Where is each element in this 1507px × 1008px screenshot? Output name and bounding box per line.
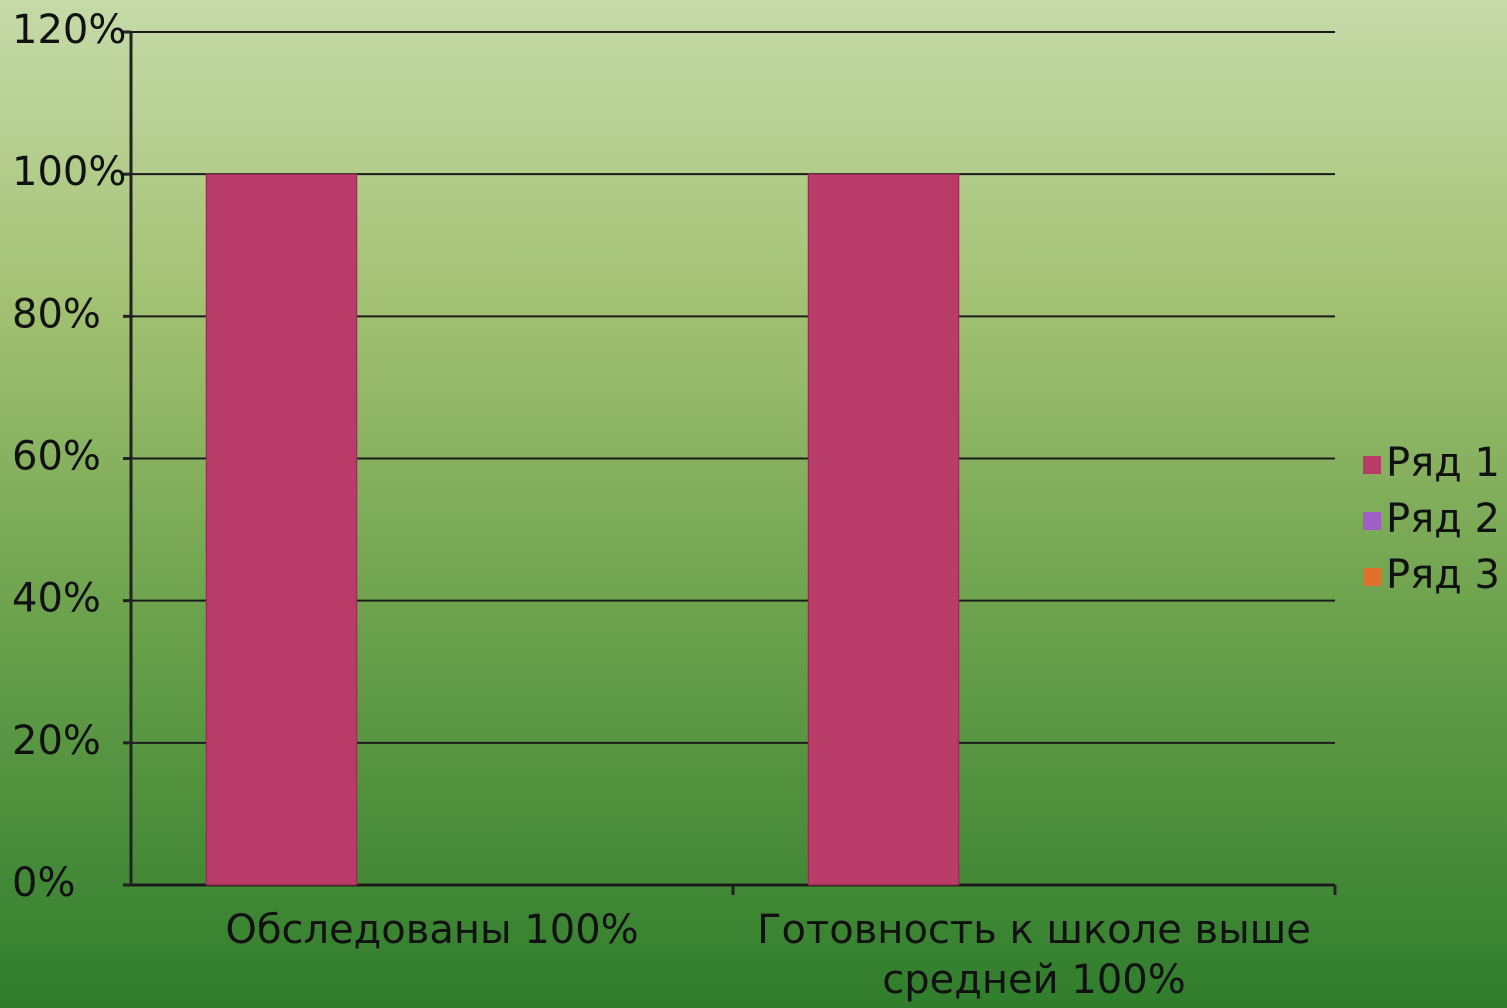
y-tick-label: 100%	[12, 149, 126, 195]
legend-swatch	[1363, 456, 1381, 474]
bar	[808, 174, 959, 885]
y-tick-label: 60%	[12, 434, 101, 480]
legend-swatch	[1363, 568, 1381, 586]
legend-label: Ряд 3	[1386, 552, 1500, 598]
x-tick-label: Обследованы 100%	[132, 905, 732, 955]
y-tick-label: 20%	[12, 718, 101, 764]
y-tick-label: 0%	[12, 860, 75, 906]
legend-label: Ряд 2	[1386, 496, 1500, 542]
bar	[206, 174, 357, 885]
legend-label: Ряд 1	[1386, 440, 1500, 486]
y-tick-label: 80%	[12, 291, 101, 337]
chart: 0% 20% 40% 60% 80% 100% 120% Ряд 1 Ряд 2 Ряд 3	[0, 0, 1507, 1008]
x-tick-label: Готовность к школе выше средней 100%	[734, 905, 1334, 1005]
y-tick-label: 120%	[12, 7, 126, 53]
legend-swatch	[1363, 512, 1381, 530]
page: 0%20%40%60%80%100%120%Ряд 1Ряд 2Ряд 3 ((…	[0, 0, 1507, 1008]
y-tick-label: 40%	[12, 576, 101, 622]
